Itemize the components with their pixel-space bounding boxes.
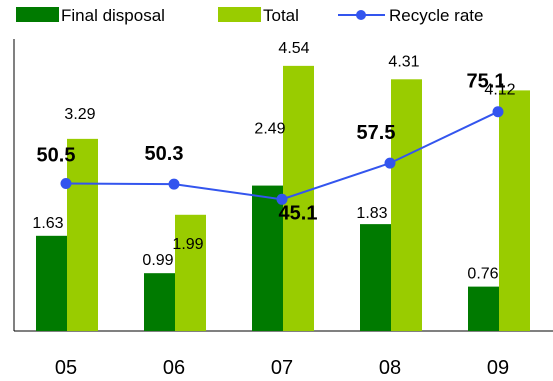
point-recycle-rate-09 xyxy=(492,106,504,118)
x-tick-07: 07 xyxy=(271,357,293,379)
label-total-08: 4.31 xyxy=(388,53,419,70)
bar-total-09 xyxy=(499,90,530,331)
legend-label-final-disposal: Final disposal xyxy=(61,6,165,25)
bar-final-disposal-07 xyxy=(252,185,283,331)
point-recycle-rate-08 xyxy=(384,157,396,169)
label-total-05: 3.29 xyxy=(64,106,95,123)
label-total-07: 4.54 xyxy=(278,40,309,57)
label-recycle-rate-05: 50.5 xyxy=(37,145,76,167)
bar-total-08 xyxy=(391,79,422,332)
bar-final-disposal-05 xyxy=(36,235,67,331)
bar-total-05 xyxy=(67,138,98,331)
legend-label-recycle-rate: Recycle rate xyxy=(389,6,483,25)
legend-label-total: Total xyxy=(263,6,299,25)
legend-swatch-final-disposal xyxy=(16,7,59,22)
label-total-09: 4.12 xyxy=(484,81,515,98)
label-recycle-rate-08: 57.5 xyxy=(357,122,396,144)
label-final-disposal-06: 0.99 xyxy=(142,252,173,269)
point-recycle-rate-05 xyxy=(60,178,72,190)
label-final-disposal-08: 1.83 xyxy=(356,205,387,222)
label-final-disposal-07: 2.49 xyxy=(254,121,285,138)
bar-final-disposal-08 xyxy=(360,224,391,331)
label-total-06: 1.99 xyxy=(172,236,203,253)
x-tick-05: 05 xyxy=(55,357,77,379)
label-recycle-rate-09: 75.1 xyxy=(467,71,506,93)
data-labels: 1.63 3.29 0.991.99 2.49 4.54 1.83 4.31 0.76 4.12… xyxy=(32,40,515,283)
bar-total-06 xyxy=(175,214,206,331)
x-tick-09: 09 xyxy=(487,357,509,379)
bars xyxy=(36,65,530,332)
bar-final-disposal-06 xyxy=(144,273,175,331)
rate-line xyxy=(60,106,504,205)
bar-total-07 xyxy=(283,65,314,331)
point-recycle-rate-07 xyxy=(276,193,288,205)
x-tick-06: 06 xyxy=(163,357,185,379)
legend-swatch-total xyxy=(218,7,261,22)
label-final-disposal-05: 1.63 xyxy=(32,215,63,232)
legend: Final disposal Total Recycle rate xyxy=(16,6,483,25)
legend-marker-recycle-rate xyxy=(356,10,366,20)
label-final-disposal-09: 0.76 xyxy=(467,266,498,283)
bar-final-disposal-09 xyxy=(468,286,499,331)
x-tick-08: 08 xyxy=(379,357,401,379)
point-recycle-rate-06 xyxy=(168,178,180,190)
x-tick-labels: 05 06 07 08 09 xyxy=(55,357,509,379)
label-recycle-rate-07: 45.1 xyxy=(279,202,318,224)
label-recycle-rate-06: 50.3 xyxy=(145,143,184,165)
